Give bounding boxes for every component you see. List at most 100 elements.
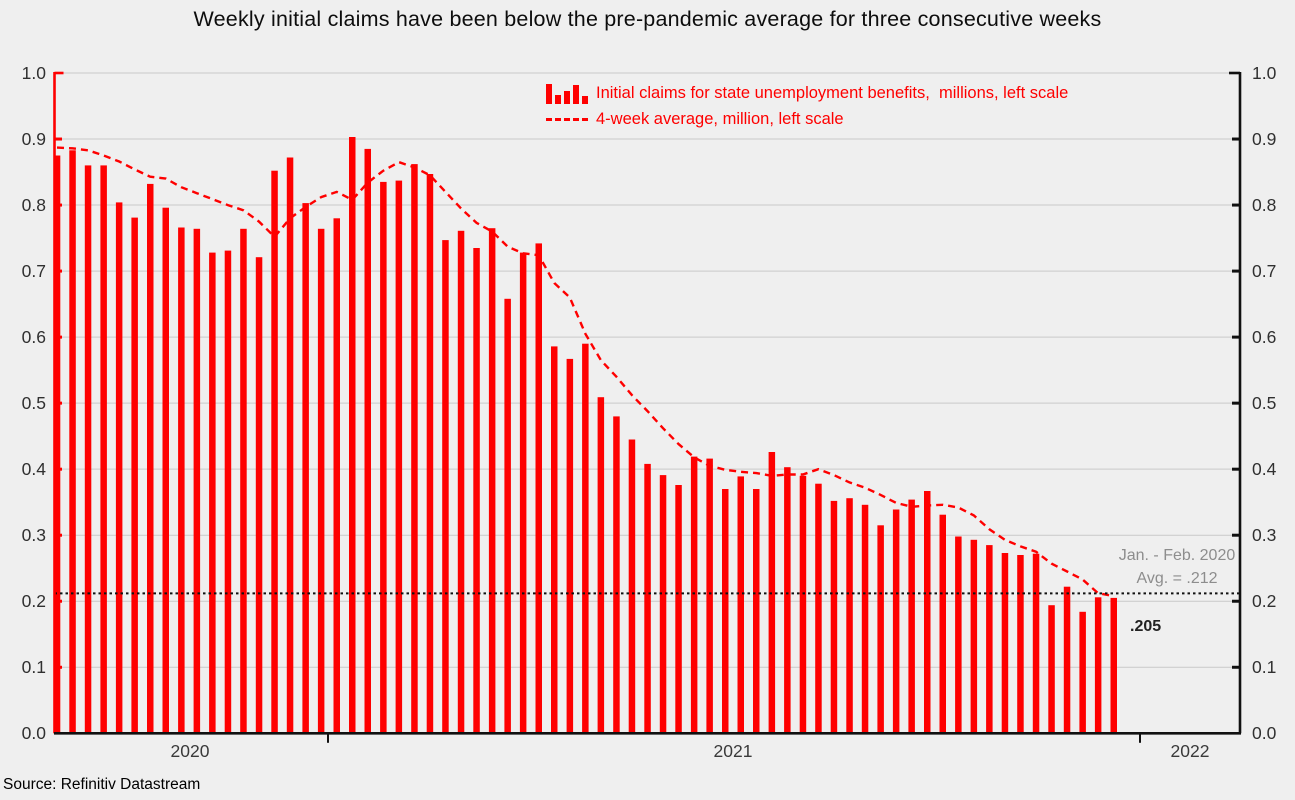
y-axis-tick-label-left: 0.6 <box>21 327 46 348</box>
x-axis-year-label: 2020 <box>170 741 210 761</box>
claims-bar <box>147 183 154 734</box>
y-axis-tick-label-right: 0.1 <box>1252 657 1277 678</box>
y-axis-tick-label-right: 0.8 <box>1252 195 1277 216</box>
claims-bar <box>1048 605 1055 734</box>
last-value-label: .205 <box>1130 618 1162 635</box>
claims-bar <box>115 202 123 734</box>
claims-bar <box>955 536 962 734</box>
claims-bar <box>255 257 263 734</box>
claims-bar <box>380 181 387 734</box>
claims-bar <box>597 397 605 734</box>
claims-bar <box>1094 597 1102 734</box>
y-axis-tick-label-right: 0.9 <box>1252 129 1277 150</box>
y-axis-tick-label-left: 0.2 <box>21 591 46 612</box>
claims-bar <box>69 150 76 734</box>
legend-item-initial-claims: Initial claims for state unemployment be… <box>546 82 1068 104</box>
claims-bar <box>286 157 294 734</box>
y-axis-tick-label-left: 0.3 <box>21 525 46 546</box>
claims-bar <box>830 500 838 734</box>
claims-bar <box>457 230 465 734</box>
y-axis-tick-label-right: 0.5 <box>1252 393 1277 414</box>
y-axis-tick-label-left: 1.0 <box>21 63 46 83</box>
claims-bar <box>566 358 574 734</box>
mini-bars-icon <box>546 82 588 104</box>
claims-bar <box>1017 555 1024 734</box>
claims-bar <box>84 165 92 734</box>
claims-bar <box>473 248 480 734</box>
claims-bar <box>675 485 682 734</box>
claims-bar <box>799 475 807 734</box>
claims-bar <box>706 458 713 734</box>
claims-bar <box>690 456 698 734</box>
annotation-line2: Avg. = .212 <box>1136 570 1218 587</box>
y-axis-tick-label-right: 0.7 <box>1252 261 1277 282</box>
claims-bar <box>815 483 822 734</box>
claims-bar <box>924 491 931 734</box>
y-axis-tick-label-right: 1.0 <box>1252 63 1277 83</box>
y-axis-tick-label-left: 0.4 <box>21 459 46 480</box>
x-axis-year-label: 2021 <box>713 741 753 761</box>
claims-bar <box>193 228 201 734</box>
y-axis-tick-label-right: 0.0 <box>1252 723 1277 744</box>
claims-bar <box>986 545 993 734</box>
claims-bar <box>535 243 542 734</box>
claims-bar <box>659 475 667 734</box>
chart-title: Weekly initial claims have been below th… <box>193 7 1102 31</box>
claims-bar <box>519 252 527 734</box>
claims-bar <box>53 155 61 734</box>
claims-bar <box>349 137 356 734</box>
claims-bar <box>1001 553 1009 734</box>
claims-bar <box>846 498 853 734</box>
claims-bar <box>908 499 915 734</box>
claims-bar <box>722 489 729 734</box>
claims-bar <box>1079 611 1086 734</box>
four-week-average-line <box>56 146 1114 598</box>
claims-bar <box>753 489 760 734</box>
claims-bar <box>737 476 744 734</box>
legend: Initial claims for state unemployment be… <box>546 82 1068 134</box>
claims-bar <box>1032 553 1040 734</box>
y-axis-tick-label-left: 0.0 <box>21 723 46 744</box>
y-axis-tick-label-left: 0.1 <box>21 657 46 678</box>
claims-bar <box>488 228 496 734</box>
claims-bar <box>442 240 449 734</box>
claims-bar <box>162 207 169 734</box>
y-axis-tick-label-right: 0.6 <box>1252 327 1277 348</box>
legend-label-4-week-average: 4-week average, million, left scale <box>596 109 844 128</box>
y-axis-tick-label-right: 0.3 <box>1252 525 1277 546</box>
reference-line-annotation: Jan. - Feb. 2020 Avg. = .212 <box>1106 544 1248 590</box>
claims-bar <box>271 170 278 734</box>
claims-bar <box>1063 586 1071 734</box>
claims-bar <box>240 228 247 734</box>
claims-bar <box>302 203 309 734</box>
claims-bar <box>628 439 636 734</box>
claims-bar <box>1110 597 1117 734</box>
y-axis-tick-label-right: 0.4 <box>1252 459 1277 480</box>
claims-bar <box>100 165 107 734</box>
legend-label-initial-claims: Initial claims for state unemployment be… <box>596 83 1069 102</box>
claims-bar <box>209 252 216 734</box>
y-axis-tick-label-left: 0.9 <box>21 129 46 150</box>
claims-bar <box>582 343 589 734</box>
claims-bar <box>877 525 884 734</box>
claims-bar <box>504 298 511 734</box>
claims-bar <box>411 164 418 734</box>
claims-bar <box>224 250 232 734</box>
y-axis-tick-label-right: 0.2 <box>1252 591 1277 612</box>
claims-bar <box>426 174 434 734</box>
claims-bar <box>317 228 325 734</box>
y-axis-tick-label-left: 0.5 <box>21 393 46 414</box>
x-axis-year-label: 2022 <box>1170 741 1210 761</box>
claims-bar <box>970 539 978 734</box>
claims-bar <box>131 217 138 734</box>
claims-bar <box>861 504 869 734</box>
annotation-line1: Jan. - Feb. 2020 <box>1118 547 1236 564</box>
source-note: Source: Refinitiv Datastream <box>3 776 201 793</box>
claims-bar <box>333 218 340 734</box>
claims-bar <box>551 346 558 734</box>
y-axis-tick-label-left: 0.7 <box>21 261 46 282</box>
legend-item-4-week-average: 4-week average, million, left scale <box>546 108 1068 130</box>
y-axis-tick-label-left: 0.8 <box>21 195 46 216</box>
claims-bar <box>784 467 791 734</box>
claims-bar <box>892 509 900 734</box>
